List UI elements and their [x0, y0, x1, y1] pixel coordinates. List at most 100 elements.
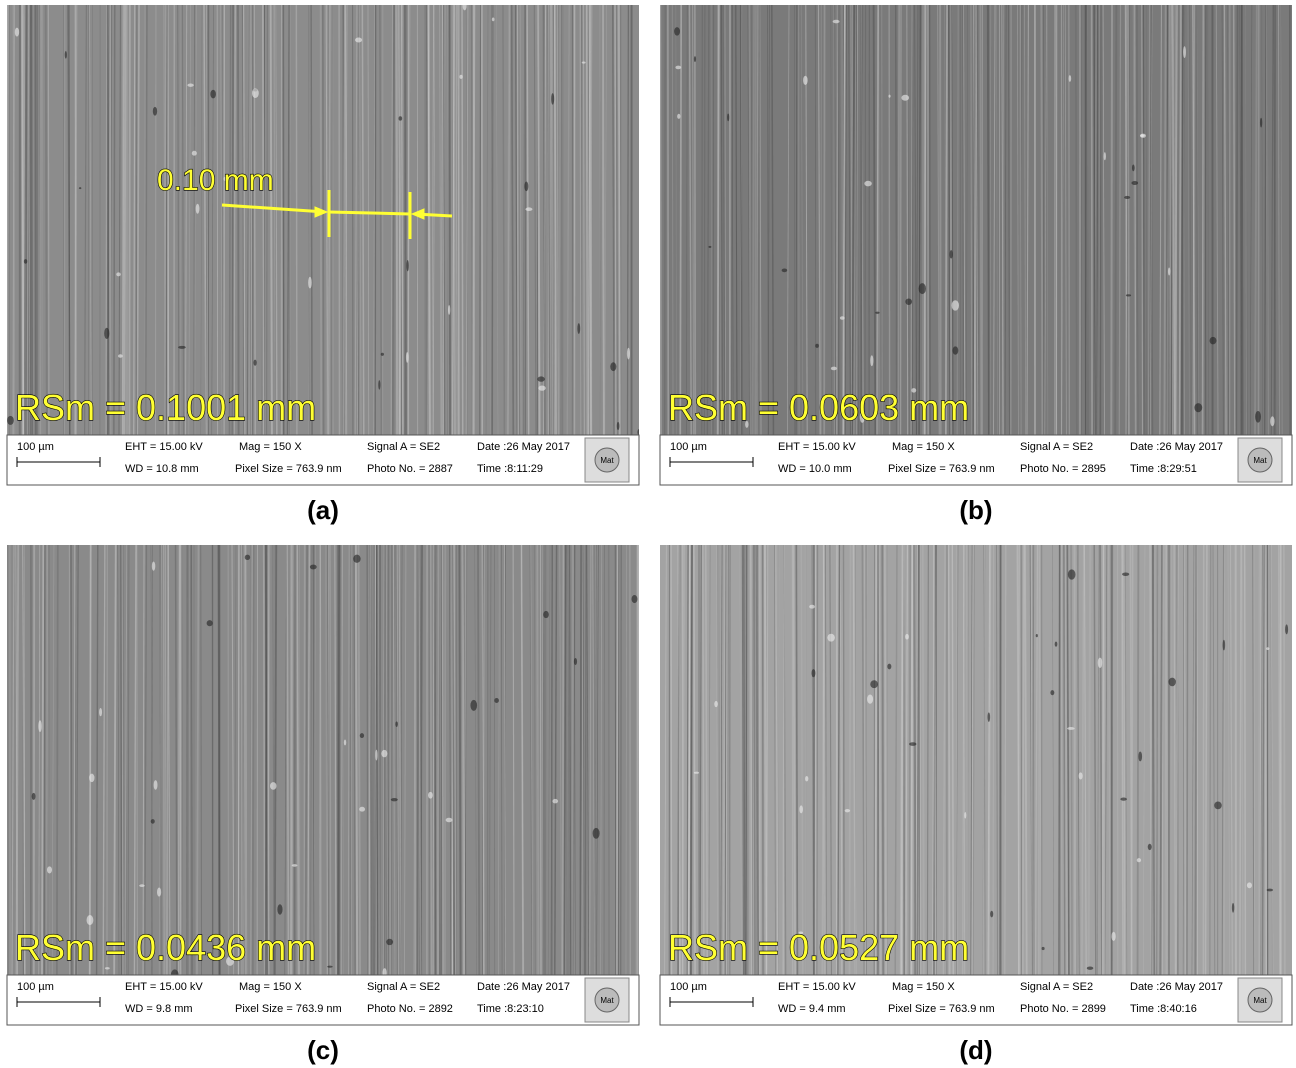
groove — [271, 5, 272, 435]
scale-label: 100 µm — [670, 981, 707, 993]
particle — [538, 385, 545, 390]
groove — [309, 5, 310, 435]
particle — [89, 774, 94, 783]
particle — [827, 634, 835, 642]
eht-text: EHT = 15.00 kV — [778, 981, 856, 993]
particle — [386, 939, 393, 945]
groove — [1210, 545, 1211, 975]
groove — [69, 5, 70, 435]
particle — [1285, 624, 1288, 634]
particle — [187, 83, 193, 86]
groove — [748, 545, 749, 975]
info-bar: 100 µmEHT = 15.00 kVWD = 9.8 mmMag = 150… — [7, 975, 639, 1025]
particle — [210, 90, 216, 99]
photo-text: Photo No. = 2895 — [1020, 463, 1106, 475]
groove — [458, 5, 459, 435]
groove — [238, 5, 239, 435]
particle — [253, 360, 256, 366]
pixel-text: Pixel Size = 763.9 nm — [235, 463, 342, 475]
particle — [153, 107, 157, 116]
particle — [1183, 46, 1186, 58]
rsm-value: RSm = 0.0527 mm — [668, 927, 969, 968]
groove — [1076, 5, 1077, 435]
groove — [923, 545, 924, 975]
particle — [803, 76, 808, 85]
eht-text: EHT = 15.00 kV — [778, 441, 856, 453]
particle — [24, 259, 27, 264]
groove — [321, 5, 322, 435]
groove — [898, 5, 899, 435]
groove — [621, 545, 622, 975]
groove — [435, 545, 436, 975]
groove — [417, 545, 418, 975]
particle — [870, 680, 878, 688]
particle — [399, 116, 403, 120]
groove — [980, 5, 981, 435]
particle — [1214, 801, 1222, 809]
groove — [71, 545, 72, 975]
particle — [1148, 844, 1152, 850]
particle — [406, 260, 408, 271]
groove — [835, 5, 836, 435]
particle — [1122, 573, 1129, 576]
groove — [721, 5, 722, 435]
mag-text: Mag = 150 X — [239, 441, 302, 453]
groove — [817, 545, 818, 975]
groove — [912, 545, 913, 975]
groove — [1284, 545, 1285, 975]
groove — [909, 545, 910, 975]
particle — [1087, 966, 1094, 969]
particle — [1126, 294, 1131, 296]
info-bar: 100 µmEHT = 15.00 kVWD = 9.4 mmMag = 150… — [660, 975, 1292, 1025]
particle — [833, 20, 840, 24]
particle — [582, 61, 586, 63]
particle — [87, 915, 94, 925]
particle — [675, 66, 681, 70]
groove — [1126, 5, 1127, 435]
particle — [1223, 640, 1226, 651]
particle — [470, 700, 477, 711]
groove — [311, 5, 312, 435]
particle — [627, 348, 630, 360]
wd-text: WD = 9.8 mm — [125, 1003, 193, 1015]
panel-label: (b) — [959, 495, 992, 525]
signal-text: Signal A = SE2 — [1020, 441, 1093, 453]
groove — [459, 545, 460, 975]
particle — [446, 818, 453, 822]
groove — [478, 545, 479, 975]
particle — [964, 812, 966, 818]
groove — [251, 545, 252, 975]
particle — [905, 634, 909, 640]
groove — [687, 545, 688, 975]
groove — [166, 5, 167, 435]
groove — [121, 545, 122, 975]
particle — [7, 416, 14, 425]
groove — [110, 5, 111, 435]
groove — [356, 545, 357, 975]
groove — [1041, 5, 1042, 435]
groove — [473, 5, 474, 435]
particle — [1247, 882, 1252, 888]
groove — [796, 545, 797, 975]
date-text: Date :26 May 2017 — [1130, 441, 1223, 453]
groove — [41, 5, 42, 435]
particle — [157, 888, 161, 897]
sem-image — [660, 5, 1292, 435]
groove — [882, 5, 883, 435]
groove — [587, 5, 588, 435]
groove — [729, 5, 730, 435]
particle — [459, 75, 462, 79]
particle — [355, 38, 362, 43]
figure: RSm = 0.1001 mm0.10 mm100 µmEHT = 15.00 … — [0, 0, 1296, 1068]
micrograph-panel: RSm = 0.1001 mm0.10 mm100 µmEHT = 15.00 … — [6, 1, 640, 485]
particle — [99, 708, 102, 716]
particle — [815, 344, 819, 348]
groove — [617, 545, 618, 975]
particle — [116, 272, 121, 276]
groove — [1132, 545, 1133, 975]
particle — [875, 312, 879, 314]
panel-label: (a) — [307, 495, 339, 525]
sem-image — [6, 1, 640, 436]
info-bar: 100 µmEHT = 15.00 kVWD = 10.0 mmMag = 15… — [660, 435, 1292, 485]
logo: Mat — [1238, 438, 1282, 482]
